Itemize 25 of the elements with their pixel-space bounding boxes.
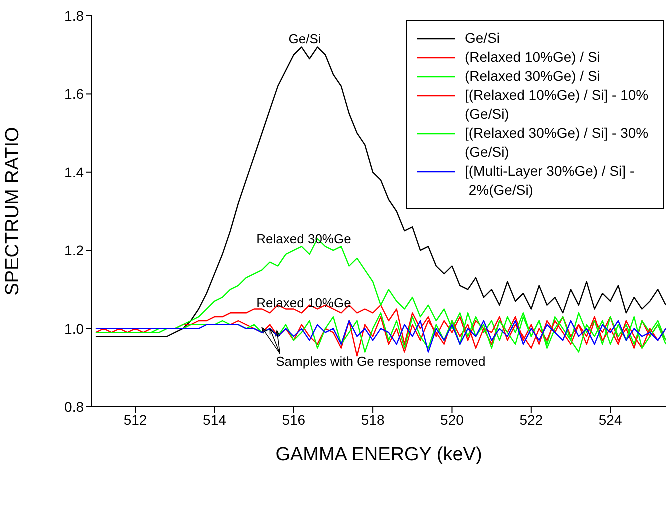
legend-label: Ge/Si bbox=[465, 29, 502, 48]
legend-label: [(Relaxed 30%Ge) / Si] - 30%(Ge/Si) bbox=[465, 124, 650, 162]
x-tick-label: 512 bbox=[124, 412, 148, 428]
x-tick-label: 524 bbox=[598, 412, 622, 428]
annotation: Samples with Ge response removed bbox=[276, 354, 486, 370]
y-tick-label: 1.8 bbox=[64, 8, 84, 24]
y-tick-label: 0.8 bbox=[64, 398, 84, 415]
x-tick-label: 522 bbox=[520, 412, 544, 428]
annotation: Ge/Si bbox=[288, 31, 322, 46]
y-tick-label: 1.0 bbox=[64, 320, 84, 337]
x-tick-label: 520 bbox=[440, 412, 464, 428]
y-tick-label: 1.2 bbox=[64, 242, 84, 259]
x-tick-label: 516 bbox=[282, 412, 306, 428]
y-axis-title: SPECTRUM RATIO bbox=[2, 127, 24, 296]
y-tick-label: 1.6 bbox=[64, 86, 84, 102]
legend-label: [(Multi-Layer 30%Ge) / Si] - 2%(Ge/Si) bbox=[465, 162, 636, 200]
x-tick-label: 514 bbox=[203, 412, 227, 428]
x-tick-label: 518 bbox=[361, 412, 385, 428]
legend-label: (Relaxed 30%Ge) / Si bbox=[465, 67, 602, 86]
x-axis-title: GAMMA ENERGY (keV) bbox=[276, 444, 482, 466]
legend-label: (Relaxed 10%Ge) / Si bbox=[465, 48, 602, 67]
annotation: Relaxed 10%Ge bbox=[256, 295, 352, 310]
y-tick-label: 1.4 bbox=[64, 164, 84, 180]
annotation: Relaxed 30%Ge bbox=[256, 231, 352, 246]
legend-label: [(Relaxed 10%Ge) / Si] - 10%(Ge/Si) bbox=[465, 86, 650, 124]
